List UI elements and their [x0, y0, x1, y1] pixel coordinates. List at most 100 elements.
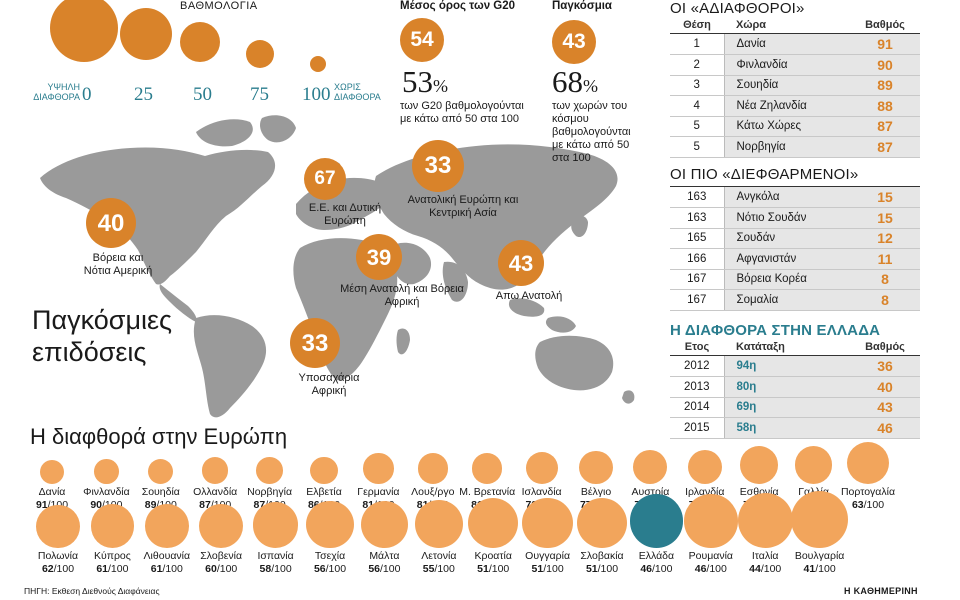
least-corrupt-cell-rank: 1 [670, 34, 725, 55]
europe-title: Η διαφθορά στην Ευρώπη [30, 424, 288, 449]
least-corrupt-cell-rank: 3 [670, 75, 725, 96]
least-corrupt-cell-rank: 5 [670, 116, 725, 137]
most-corrupt-row: 165 Σουδάν 12 [670, 228, 920, 249]
europe-score-suffix: /100 [597, 563, 619, 575]
g20-bubble [400, 18, 444, 62]
most-corrupt-row: 167 Βόρεια Κορέα 8 [670, 269, 920, 290]
most-corrupt-cell-rank: 166 [670, 248, 725, 270]
europe-score-suffix: /100 [162, 563, 183, 575]
europe-score-value: 55 [422, 563, 435, 575]
greece-header-score: Βαθμός [865, 341, 905, 353]
europe-score-suffix: /100 [652, 563, 673, 575]
most-corrupt-cell-country: Βόρεια Κορέα [724, 269, 850, 290]
europe-bubble [629, 494, 684, 548]
europe-score-label: 46/100 [625, 563, 687, 576]
europe-country-label: Λετονία [421, 550, 457, 562]
greece-rule [670, 355, 920, 356]
most-corrupt-row: 163 Νότιο Σουδάν 15 [670, 207, 920, 229]
europe-score-suffix: /100 [108, 563, 129, 575]
europe-score-label: 51/100 [462, 563, 524, 576]
most-corrupt-cell-score: 8 [850, 269, 920, 290]
least-corrupt-cell-country: Νέα Ζηλανδία [724, 95, 850, 117]
greece-cell-rank: 2015 [670, 417, 725, 439]
legend-right-label: ΧΩΡΙΣ ΔΙΑΦΘΟΡΑ [334, 82, 381, 102]
europe-bubble [144, 504, 189, 548]
least-corrupt-cell-score: 90 [850, 54, 920, 76]
europe-score-suffix: /100 [380, 563, 401, 575]
source-note: ΠΗΓΗ: Εκθεση Διεθνούς Διαφάνειας [24, 586, 160, 596]
greece-cell-rank: 2013 [670, 376, 725, 398]
brand-logo: Η ΚΑΘΗΜΕΡΙΝΗ [844, 586, 918, 596]
europe-score-label: 41/100 [789, 563, 851, 576]
region-score-fareast: 43 [508, 251, 534, 276]
europe-country-label: Ελβετία [306, 486, 342, 498]
europe-bubble [794, 446, 833, 484]
europe-score-suffix: /100 [488, 563, 510, 575]
europe-score-label: 63/100 [837, 499, 899, 512]
europe-score-value: 56 [313, 563, 326, 575]
europe-bubble [740, 446, 779, 484]
least-corrupt-cell-rank: 2 [670, 54, 725, 76]
map-title-line-1: Παγκόσμιες [32, 305, 173, 335]
europe-score-label: 46/100 [680, 563, 742, 576]
most-corrupt-cell-score: 15 [850, 207, 920, 229]
legend-scale-0: 0 [82, 84, 92, 105]
least-corrupt-cell-score: 88 [850, 95, 920, 117]
most-corrupt-cell-country: Αφγανιστάν [724, 248, 850, 270]
most-corrupt-cell-score: 15 [850, 187, 920, 208]
europe-country-label: Πολωνία [37, 550, 79, 562]
region-label-fareast: Απω Ανατολή [495, 290, 563, 302]
europe-bubble [40, 460, 64, 484]
greece-cell-score: 36 [850, 356, 920, 377]
europe-country-label: Μ. Βρετανία [459, 486, 516, 498]
europe-score-label: 51/100 [571, 563, 633, 576]
europe-bubble [417, 453, 449, 484]
g20-percent-sign: % [433, 76, 448, 96]
region-score-americas: 40 [97, 210, 125, 237]
map-title: Παγκόσμιες επιδόσεις [32, 304, 172, 368]
g20-label: Μέσος όρος των G20 [400, 0, 516, 12]
greece-title: Η ΔΙΑΦΘΟΡΑ ΣΤΗΝ ΕΛΛΑΔΑ [670, 322, 881, 339]
global-score: 43 [562, 30, 586, 53]
europe-score-value: 90 [90, 499, 103, 511]
region-bubble-mena [356, 234, 402, 280]
most-corrupt-rule [670, 186, 920, 187]
greece-cell-country: 58η [724, 417, 850, 439]
europe-score-label: 56/100 [299, 563, 361, 576]
region-score-eu: 67 [314, 168, 336, 189]
g20-desc: των G20 βαθμολογούνται με κάτω από 50 στ… [400, 100, 524, 125]
global-desc: των χωρών του κόσμου βαθμολογούνται με κ… [552, 100, 631, 164]
greece-cell-rank: 2012 [670, 356, 725, 377]
europe-bubble [256, 457, 283, 484]
europe-score-suffix: /100 [706, 563, 727, 575]
legend-title: ΒΑΘΜΟΛΟΓΙΑ [180, 0, 258, 12]
europe-score-suffix: /100 [325, 563, 347, 575]
region-label-eu: Ε.Ε. και Δυτική Ευρώπη [308, 202, 382, 227]
legend-bubble-100 [310, 56, 326, 72]
europe-country-label: Πορτογαλία [840, 486, 896, 498]
legend-left-label: ΥΨΗΛΗ ΔΙΑΦΘΟΡΑ [33, 82, 80, 102]
europe-bubble [199, 503, 244, 548]
europe-score-suffix: /100 [863, 499, 885, 511]
least-corrupt-cell-country: Σουηδία [724, 75, 850, 96]
europe-score-label: 56/100 [353, 563, 415, 576]
least-corrupt-cell-score: 87 [850, 136, 920, 158]
legend-scale-75: 75 [250, 84, 269, 105]
most-corrupt-row: 166 Αφγανιστάν 11 [670, 248, 920, 270]
europe-score-value: 63 [851, 499, 864, 511]
europe-score-value: 89 [144, 499, 157, 511]
europe-score-suffix: /100 [53, 563, 75, 575]
most-corrupt-cell-score: 11 [850, 248, 920, 270]
region-score-mena: 39 [366, 245, 392, 270]
least-corrupt-cell-country: Φινλανδία [724, 54, 850, 76]
greece-row: 2014 69η 43 [670, 397, 920, 418]
europe-bubble [252, 502, 299, 548]
most-corrupt-row: 167 Σομαλία 8 [670, 289, 920, 311]
greece-cell-score: 46 [850, 417, 920, 439]
europe-score-label: 58/100 [245, 563, 307, 576]
europe-country-label: Ισπανία [257, 550, 294, 562]
most-corrupt-cell-rank: 167 [670, 269, 725, 290]
europe-country-label: Ρουμανία [688, 550, 733, 562]
europe-score-label: 62/100 [27, 563, 89, 576]
